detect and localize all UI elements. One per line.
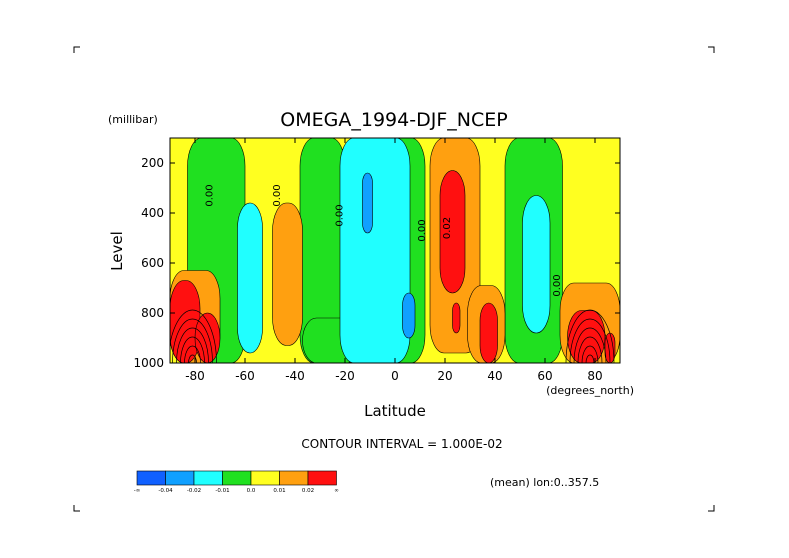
contour-line bbox=[180, 336, 205, 363]
contour-line bbox=[569, 318, 611, 363]
colorbar-swatch bbox=[222, 470, 252, 486]
contour-region bbox=[479, 302, 498, 363]
contour-label: 0.00 bbox=[205, 184, 216, 206]
x-tick-label: 0 bbox=[391, 369, 399, 383]
y-tick-label: 600 bbox=[141, 256, 164, 270]
contour-line bbox=[172, 318, 213, 363]
contour-line bbox=[184, 345, 201, 363]
contour-region bbox=[567, 310, 606, 363]
contour-line bbox=[565, 309, 615, 363]
contour-line bbox=[585, 354, 595, 363]
colorbar-swatch bbox=[136, 470, 166, 486]
crop-marks bbox=[73, 46, 715, 512]
colorbar-label: -∞ bbox=[134, 488, 141, 494]
colorbar-label: -0.01 bbox=[215, 488, 229, 494]
x-tick-label: -20 bbox=[335, 369, 355, 383]
contour-line bbox=[176, 327, 209, 363]
colorbar-label: 0.02 bbox=[302, 488, 314, 494]
y-tick-label: 400 bbox=[141, 206, 164, 220]
colorbar-label: 0.01 bbox=[273, 488, 285, 494]
colorbar-label: -0.04 bbox=[158, 488, 173, 494]
colorbar-swatch bbox=[307, 470, 337, 486]
y-tick-label: 200 bbox=[141, 156, 164, 170]
x-tick-label: -80 bbox=[185, 369, 205, 383]
x-tick-label: -60 bbox=[235, 369, 255, 383]
colorbar-swatch bbox=[279, 470, 309, 486]
contour-region bbox=[339, 138, 411, 363]
x-tick-label: 40 bbox=[487, 369, 502, 383]
contour-label: 0.02 bbox=[442, 217, 453, 239]
x-axis-ticks: -80 -60 -40 -20 0 20 40 60 80 bbox=[185, 138, 603, 383]
mean-footnote: (mean) lon:0..357.5 bbox=[490, 476, 599, 489]
x-tick-label: -40 bbox=[285, 369, 305, 383]
contour-region bbox=[402, 292, 416, 339]
colorbar-swatch bbox=[165, 470, 195, 486]
contour-interval-text: CONTOUR INTERVAL = 1.000E-02 bbox=[301, 437, 502, 451]
contour-label: 0.00 bbox=[272, 184, 283, 206]
chart-title: OMEGA_1994-DJF_NCEP bbox=[280, 109, 507, 131]
x-tick-label: 80 bbox=[587, 369, 602, 383]
contour-line bbox=[581, 345, 599, 363]
colorbar-label: -0.02 bbox=[187, 488, 201, 494]
contour-line bbox=[188, 354, 197, 363]
contour-label: 0.00 bbox=[417, 219, 428, 241]
contour-labels: 0.00 0.00 0.00 0.00 0.02 0.00 bbox=[205, 184, 564, 296]
contour-region bbox=[272, 202, 303, 346]
colorbar-label: 0.0 bbox=[247, 488, 256, 494]
contour-label: 0.00 bbox=[552, 274, 563, 296]
colorbar: -∞ -0.04 -0.02 -0.01 0.0 0.01 0.02 ∞ bbox=[134, 470, 339, 494]
contour-region bbox=[237, 202, 263, 354]
x-tick-label: 20 bbox=[437, 369, 452, 383]
colorbar-swatch bbox=[193, 470, 223, 486]
y-axis-ticks: 200 400 600 800 1000 bbox=[133, 156, 620, 370]
contour-region bbox=[452, 302, 461, 334]
y-tick-label: 1000 bbox=[133, 356, 164, 370]
y-units-label: (millibar) bbox=[108, 113, 158, 126]
contour-line bbox=[573, 327, 607, 363]
y-axis-label: Level bbox=[108, 231, 126, 271]
plot-area: 0.00 0.000.000.00 0.020.00 -80 -60 -40 -20 0 20… bbox=[133, 137, 621, 383]
x-tick-label: 60 bbox=[537, 369, 552, 383]
contour-label: 0.00 bbox=[335, 204, 346, 226]
contour-region bbox=[362, 172, 373, 234]
contour-fill-regions bbox=[170, 138, 620, 363]
contour-region bbox=[522, 195, 551, 334]
contour-region bbox=[439, 170, 466, 294]
colorbar-swatch bbox=[250, 470, 280, 486]
y-tick-label: 800 bbox=[141, 306, 164, 320]
contour-line bbox=[577, 336, 603, 363]
x-axis-label: Latitude bbox=[364, 402, 426, 420]
contour-line bbox=[170, 309, 217, 363]
x-units-label: (degrees_north) bbox=[546, 384, 634, 397]
contour-region bbox=[194, 312, 221, 363]
colorbar-label: ∞ bbox=[334, 488, 339, 494]
